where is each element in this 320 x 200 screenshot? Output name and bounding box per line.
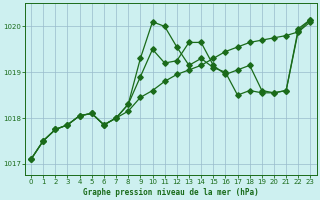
- X-axis label: Graphe pression niveau de la mer (hPa): Graphe pression niveau de la mer (hPa): [83, 188, 259, 197]
